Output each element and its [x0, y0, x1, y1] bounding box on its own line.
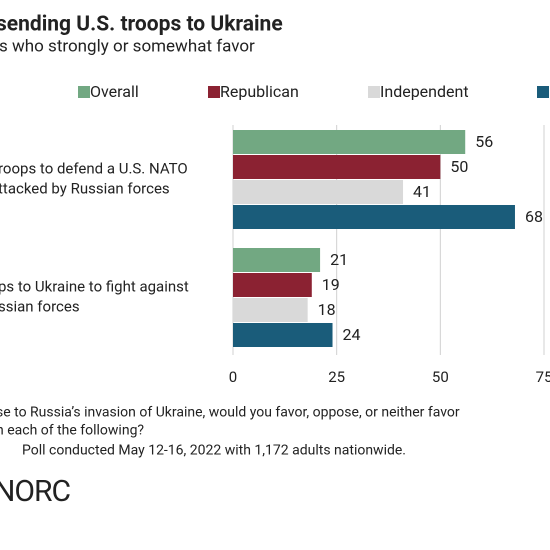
note: Poll conducted May 12-16, 2022 with 1,17…: [22, 443, 406, 459]
value-label: 56: [475, 132, 493, 151]
legend-label: Overall: [90, 82, 139, 101]
bar: [233, 323, 333, 347]
value-label: 68: [525, 207, 543, 226]
bar: [233, 130, 466, 154]
bar: [233, 205, 515, 229]
value-label: 41: [413, 182, 431, 201]
legend-swatch: [208, 86, 220, 98]
value-label: 18: [318, 300, 336, 319]
x-tick-label: 75: [536, 368, 550, 386]
chart-title: sending U.S. troops to Ukraine: [0, 13, 283, 37]
note: n each of the following?: [0, 423, 144, 439]
logo: NORC: [0, 474, 71, 509]
category-label: roops to defend a U.S. NATO: [0, 159, 188, 177]
legend-swatch: [368, 86, 380, 98]
x-tick-label: 50: [432, 368, 449, 386]
bar: [233, 155, 441, 179]
legend-label: Independent: [380, 82, 469, 101]
legend-label: Republican: [220, 82, 299, 101]
bar: [233, 273, 312, 297]
x-tick-label: 25: [328, 368, 345, 386]
value-label: 24: [343, 325, 361, 344]
category-label: ttacked by Russian forces: [0, 179, 170, 197]
bar: [233, 248, 321, 272]
value-label: 19: [322, 275, 340, 294]
value-label: 21: [330, 250, 348, 269]
category-label: ssian forces: [0, 297, 80, 315]
legend-swatch: [78, 86, 90, 98]
note: se to Russia’s invasion of Ukraine, woul…: [0, 405, 460, 421]
legend-swatch: [537, 86, 549, 98]
category-label: ps to Ukraine to fight against: [0, 277, 189, 295]
x-tick-label: 0: [229, 368, 237, 386]
chart-subtitle: s who strongly or somewhat favor: [0, 36, 255, 56]
value-label: 50: [450, 157, 468, 176]
bar: [233, 180, 404, 204]
bar: [233, 298, 308, 322]
